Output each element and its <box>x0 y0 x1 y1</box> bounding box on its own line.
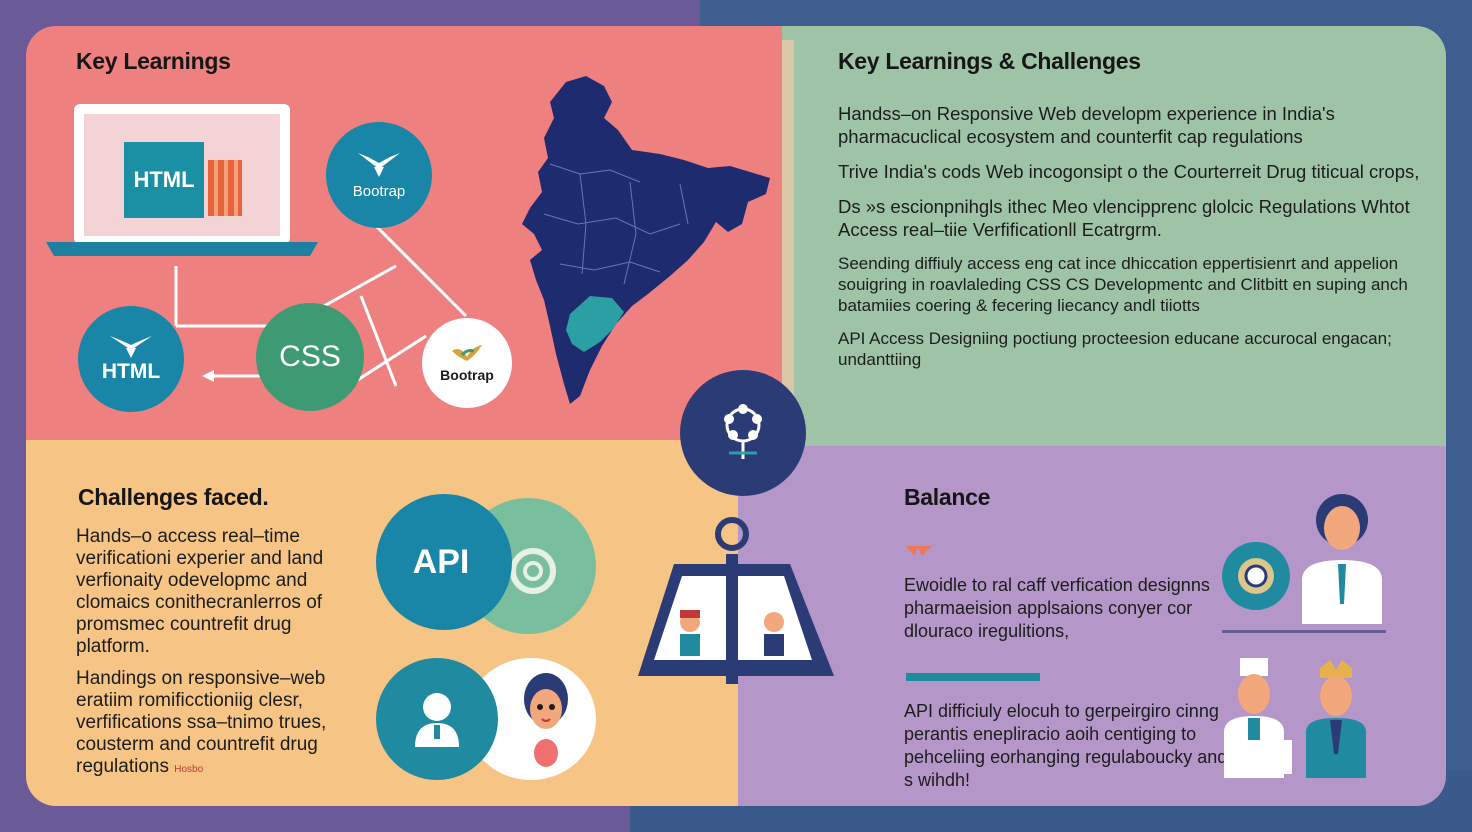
leaf-logo-icon <box>452 345 482 361</box>
challenges-faced-text: Hands–o access real–time verificationi e… <box>76 526 366 791</box>
learnings-paragraph-1: Handss–on Responsive Web developm experi… <box>838 103 1335 147</box>
scribble-note: Hosbo <box>174 764 204 775</box>
challenges-faced-heading: Challenges faced. <box>78 484 269 510</box>
bootstrap-bottom-label: Bootrap <box>440 367 494 383</box>
woman-avatar-icon <box>524 673 568 767</box>
challenges-paragraph-2-text: Handings on responsive–web eratiim romif… <box>76 668 327 777</box>
css-circle-label: CSS <box>279 340 341 373</box>
spiral-icon <box>510 548 556 594</box>
infographic-card: Key Learnings HTML Bootrap <box>26 26 1446 806</box>
learnings-paragraph-5: API Access Designiing poctiung procteesi… <box>838 329 1392 369</box>
learnings-paragraph-3: Ds »s escionpnihgls ithec Meo vlencippre… <box>838 196 1410 240</box>
balance-divider-bar <box>906 673 1040 681</box>
bird-logo-icon <box>358 152 400 177</box>
css-circle: CSS <box>256 303 364 411</box>
divider-strip <box>782 40 794 440</box>
quadrant-learnings-challenges <box>782 26 1446 446</box>
molecule-icon <box>724 404 762 459</box>
balance-paragraph-2: API difficiuly elocuh to gerpeirgiro cin… <box>904 701 1228 790</box>
center-emblem <box>680 370 806 496</box>
challenges-paragraph-2: Handings on responsive–web eratiim romif… <box>76 668 366 781</box>
key-learnings-heading: Key Learnings <box>76 48 231 74</box>
learnings-challenges-heading: Key Learnings & Challenges <box>838 48 1141 74</box>
bootstrap-circle-top: Bootrap <box>326 122 432 228</box>
balance-heading: Balance <box>904 484 991 510</box>
html-circle: HTML <box>78 306 184 412</box>
learnings-paragraph-2: Trive India's cods Web incogonsipt o the… <box>838 161 1420 182</box>
api-circle: API <box>376 494 512 630</box>
india-map-icon <box>522 76 770 404</box>
bird-logo-icon <box>110 336 152 358</box>
laptop-html-label: HTML <box>133 167 195 192</box>
scientists-avatar-icon <box>1224 658 1366 778</box>
user-icon <box>415 693 459 747</box>
html-circle-label: HTML <box>101 360 161 383</box>
laptop-html-badge: HTML <box>124 142 204 218</box>
api-label: API <box>412 542 470 581</box>
man-avatar-circle <box>376 658 498 780</box>
doctor-avatar-icon <box>1222 494 1386 633</box>
balance-scale-icon <box>638 517 834 684</box>
learnings-paragraph-4: Seending diffiuly access eng cat ince dh… <box>838 254 1408 315</box>
learnings-challenges-text: Handss–on Responsive Web developm experi… <box>838 102 1428 382</box>
chevron-mark-icon <box>906 546 932 556</box>
bootstrap-top-label: Bootrap <box>352 182 406 200</box>
balance-paragraph-1: Ewoidle to ral caff verfication designns… <box>904 575 1210 641</box>
bootstrap-circle-bottom: Bootrap <box>422 318 512 408</box>
challenges-paragraph-1: Hands–o access real–time verificationi e… <box>76 526 324 657</box>
